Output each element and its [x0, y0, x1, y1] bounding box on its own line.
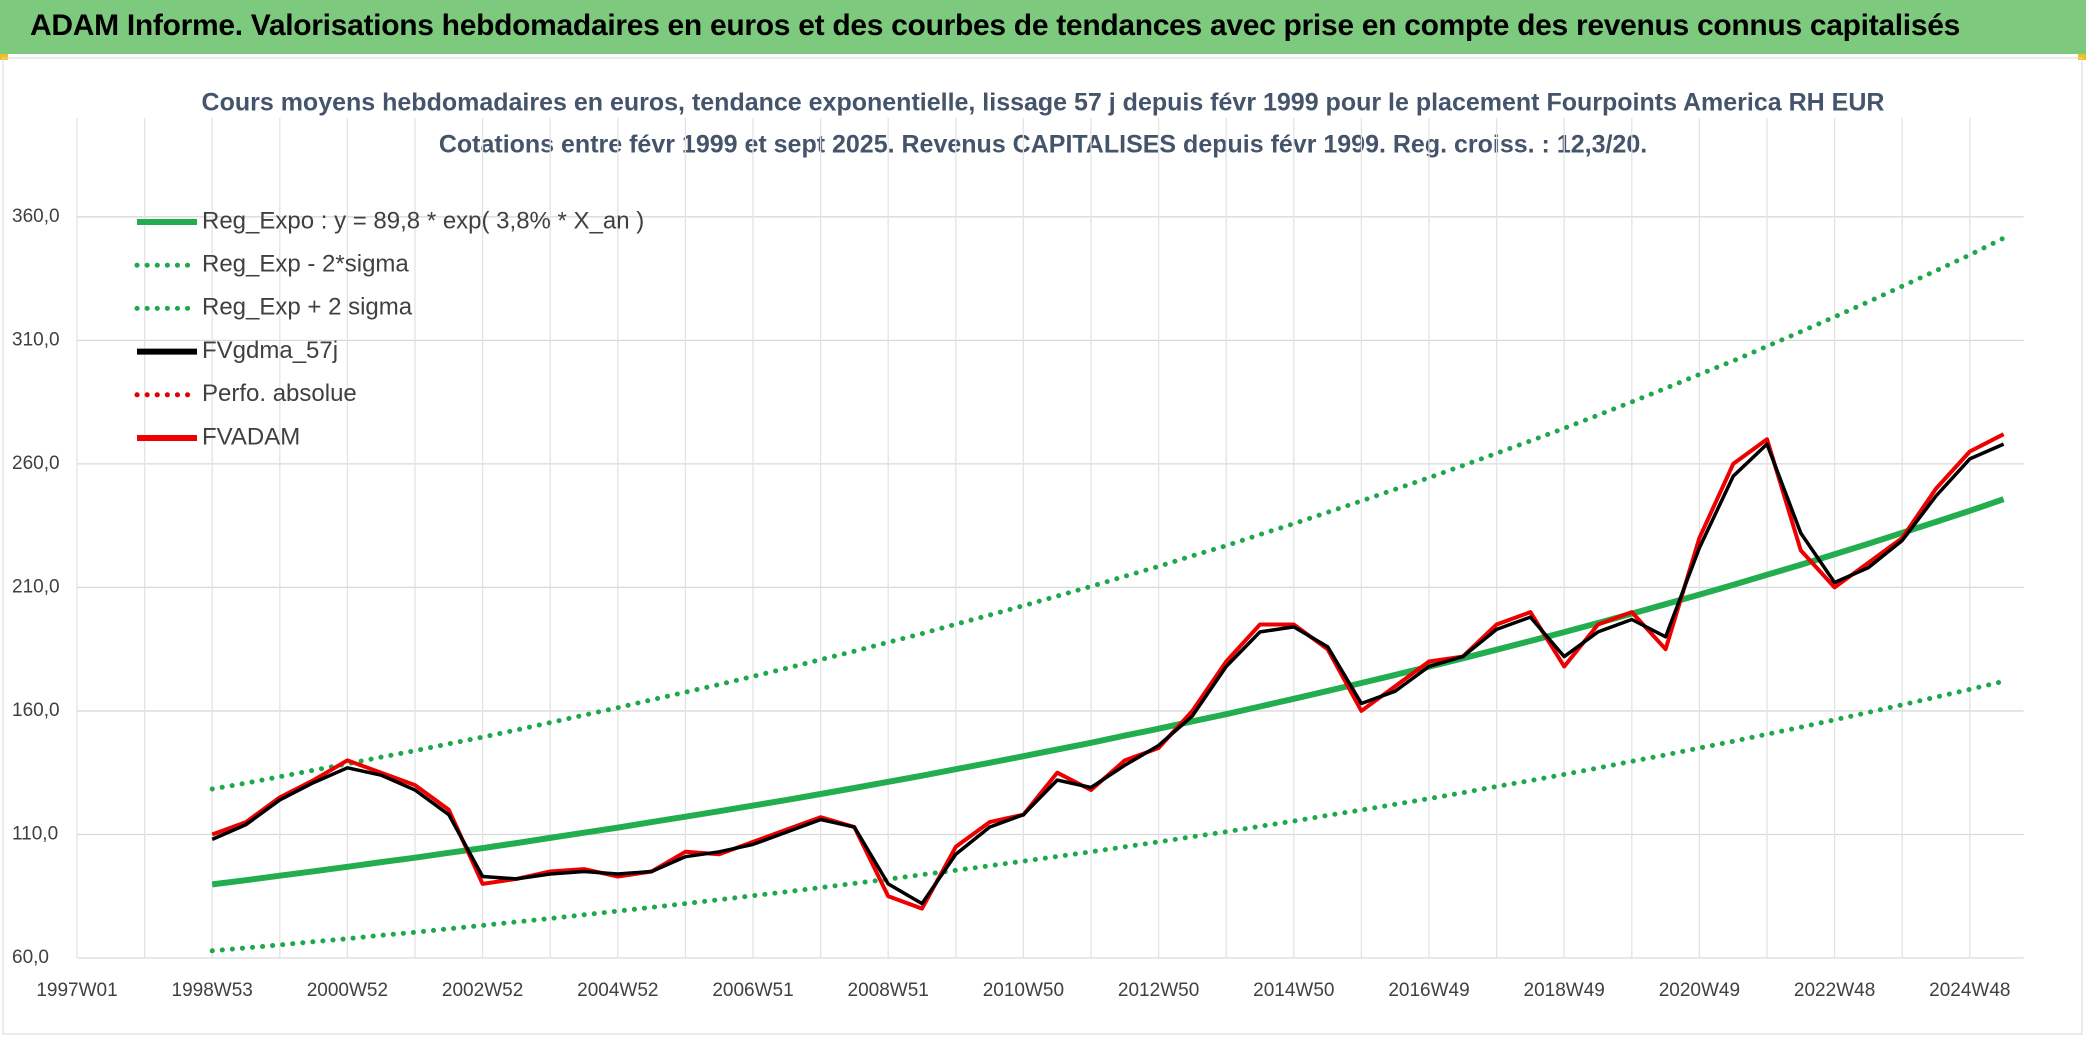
- series-line: [211, 442, 2005, 906]
- y-tick-label: 310,0: [12, 329, 60, 350]
- y-tick-label: 260,0: [12, 453, 60, 474]
- series-line: [211, 432, 2005, 911]
- legend-label: Reg_Expo : y = 89,8 * exp( 3,8% * X_an ): [202, 207, 644, 234]
- corner: [0, 54, 8, 60]
- x-tick-label: 2000W52: [307, 980, 388, 1001]
- y-tick-label: 110,0: [12, 823, 58, 844]
- y-tick-label: 360,0: [12, 206, 60, 227]
- legend-label: FVADAM: [202, 423, 300, 450]
- x-tick-label: 2018W49: [1524, 980, 1605, 1001]
- chart-border: [2, 57, 2083, 1035]
- chart-title: Cours moyens hebdomadaires en euros, ten…: [202, 89, 1885, 117]
- legend-label: Reg_Exp + 2 sigma: [202, 294, 413, 321]
- x-tick-label: 2012W50: [1118, 980, 1199, 1001]
- x-tick-label: 2002W52: [442, 980, 523, 1001]
- x-tick-label: 1997W01: [36, 980, 117, 1001]
- corner: [2078, 54, 2086, 60]
- x-tick-label: 2006W51: [712, 980, 793, 1001]
- x-tick-label: 2008W51: [848, 980, 929, 1001]
- x-tick-label: 2024W48: [1929, 980, 2010, 1001]
- legend-label: Reg_Exp - 2*sigma: [202, 251, 409, 278]
- chart-subtitle: Cotations entre févr 1999 et sept 2025. …: [439, 131, 1647, 159]
- legend-label: Perfo. absolue: [202, 380, 357, 407]
- x-tick-label: 2010W50: [983, 980, 1064, 1001]
- x-tick-label: 2014W50: [1253, 980, 1334, 1001]
- x-tick-label: 2016W49: [1388, 980, 1469, 1001]
- header-title: ADAM Informe. Valorisations hebdomadaire…: [30, 9, 1961, 42]
- y-tick-label: 60,0: [12, 947, 49, 968]
- series-line: [211, 496, 2005, 888]
- legend-label: FVgdma_57j: [202, 337, 338, 364]
- header-bar: ADAM Informe. Valorisations hebdomadaire…: [0, 0, 2086, 54]
- series-line: [209, 678, 2007, 954]
- x-tick-label: 2022W48: [1794, 980, 1875, 1001]
- x-tick-label: 2020W49: [1659, 980, 1740, 1001]
- series-line: [209, 235, 2007, 792]
- x-tick-label: 1998W53: [172, 980, 253, 1001]
- y-tick-label: 160,0: [12, 700, 60, 721]
- y-tick-label: 210,0: [12, 576, 60, 597]
- x-tick-label: 2004W52: [577, 980, 658, 1001]
